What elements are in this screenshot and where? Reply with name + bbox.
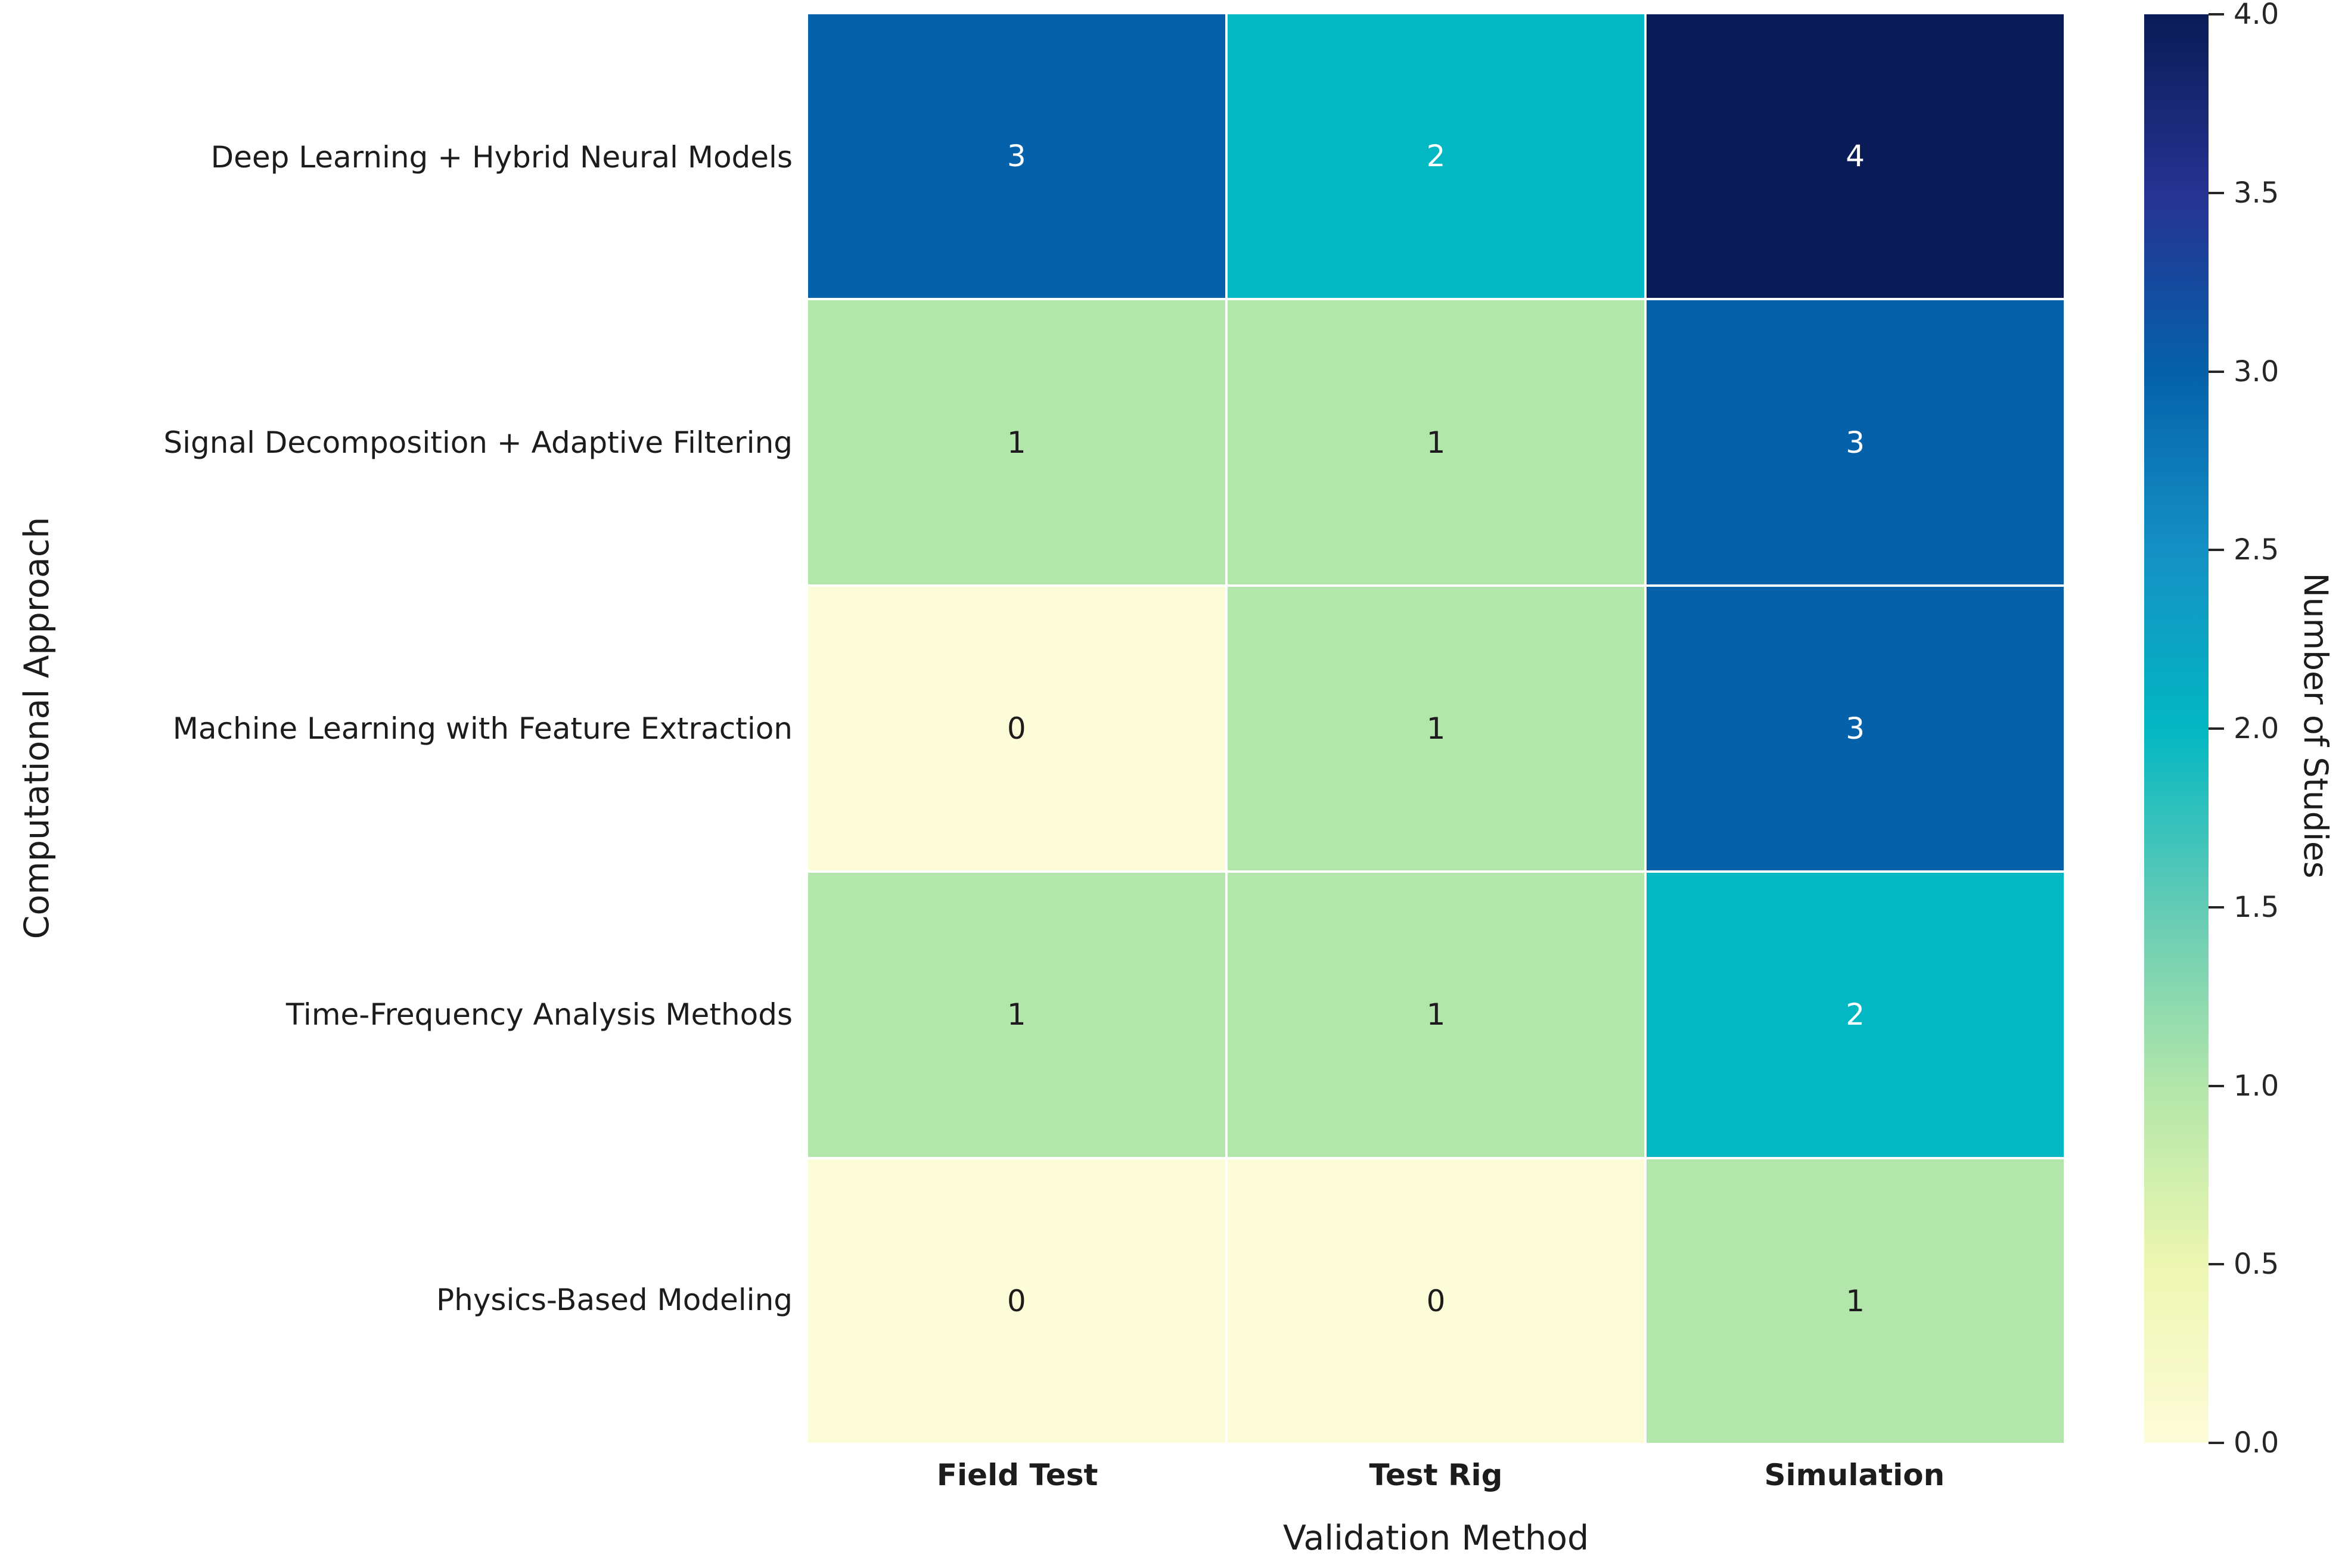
cell-value: 1	[1426, 711, 1446, 746]
colorbar-tick-mark-3	[2209, 549, 2224, 552]
y-tick-label-3: Time-Frequency Analysis Methods	[285, 997, 793, 1032]
colorbar-tick-mark-2	[2209, 370, 2224, 373]
colorbar-tick-mark-0	[2209, 13, 2224, 15]
colorbar-tick-mark-4	[2209, 727, 2224, 730]
heatmap-cell-r0-c1: 2	[1227, 14, 1645, 298]
cell-value: 0	[1007, 711, 1026, 746]
x-axis-title: Validation Method	[1282, 1519, 1589, 1558]
heatmap-cell-r1-c2: 3	[1647, 300, 2064, 584]
colorbar-tick-label-5: 1.5	[2234, 890, 2279, 924]
heatmap-cell-r2-c2: 3	[1647, 586, 2064, 871]
cell-value: 1	[1007, 425, 1026, 460]
heatmap-cell-r1-c0: 1	[808, 300, 1225, 584]
colorbar-tick-label-0: 4.0	[2234, 0, 2279, 31]
cell-value: 1	[1846, 1283, 1865, 1318]
heatmap-cell-r0-c2: 4	[1647, 14, 2064, 298]
cell-value: 3	[1007, 139, 1026, 174]
colorbar-tick-label-6: 1.0	[2234, 1069, 2279, 1103]
colorbar-title: Number of Studies	[2297, 573, 2335, 879]
colorbar-tick-label-1: 3.5	[2234, 176, 2279, 210]
cell-value: 0	[1007, 1283, 1026, 1318]
colorbar-tick-mark-6	[2209, 1084, 2224, 1087]
y-tick-label-1: Signal Decomposition + Adaptive Filterin…	[163, 425, 793, 461]
heatmap-cell-r3-c2: 2	[1647, 873, 2064, 1157]
heatmap-cell-r4-c1: 0	[1227, 1159, 1645, 1443]
colorbar-tick-label-2: 3.0	[2234, 354, 2279, 388]
colorbar-tick-mark-7	[2209, 1263, 2224, 1266]
y-axis-title: Computational Approach	[17, 517, 57, 939]
heatmap-cell-r1-c1: 1	[1227, 300, 1645, 584]
colorbar-tick-label-8: 0.0	[2234, 1426, 2279, 1460]
x-tick-label-2: Simulation	[1764, 1458, 1945, 1492]
cell-value: 2	[1846, 997, 1865, 1032]
colorbar-tick-mark-1	[2209, 191, 2224, 194]
cell-value: 1	[1426, 425, 1446, 460]
cell-value: 4	[1846, 139, 1865, 174]
y-tick-label-2: Machine Learning with Feature Extraction	[172, 711, 793, 746]
heatmap-grid: 3 2 4 1 1 3 0 1 3 1 1 2 0 0 1	[808, 14, 2064, 1443]
colorbar-tick-label-7: 0.5	[2234, 1247, 2279, 1281]
heatmap-cell-r2-c0: 0	[808, 586, 1225, 871]
colorbar-tick-mark-8	[2209, 1442, 2224, 1444]
heatmap-cell-r4-c0: 0	[808, 1159, 1225, 1443]
heatmap-cell-r0-c0: 3	[808, 14, 1225, 298]
heatmap-cell-r3-c1: 1	[1227, 873, 1645, 1157]
cell-value: 3	[1846, 711, 1865, 746]
colorbar-gradient	[2144, 14, 2209, 1443]
cell-value: 2	[1426, 139, 1446, 174]
x-tick-label-1: Test Rig	[1369, 1458, 1503, 1492]
heatmap-cell-r4-c2: 1	[1647, 1159, 2064, 1443]
y-tick-label-0: Deep Learning + Hybrid Neural Models	[210, 139, 793, 175]
cell-value: 1	[1007, 997, 1026, 1032]
x-tick-label-0: Field Test	[936, 1458, 1098, 1492]
cell-value: 3	[1846, 425, 1865, 460]
heatmap-cell-r3-c0: 1	[808, 873, 1225, 1157]
cell-value: 1	[1426, 997, 1446, 1032]
heatmap-cell-r2-c1: 1	[1227, 586, 1645, 871]
colorbar-tick-label-3: 2.5	[2234, 533, 2279, 567]
y-tick-label-4: Physics-Based Modeling	[436, 1283, 793, 1318]
colorbar-tick-mark-5	[2209, 906, 2224, 909]
cell-value: 0	[1426, 1283, 1446, 1318]
colorbar-tick-label-4: 2.0	[2234, 712, 2279, 745]
